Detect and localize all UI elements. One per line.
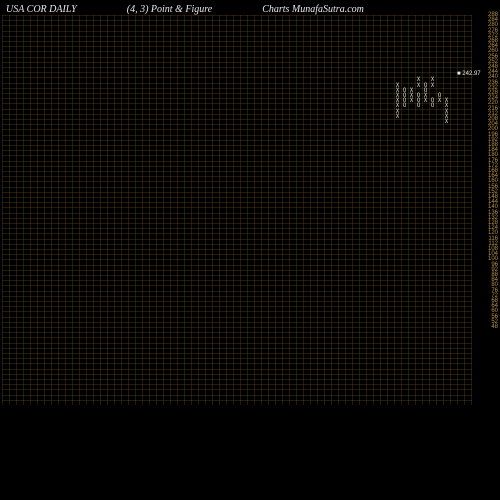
ticker-label: USA COR DAILY [6,4,77,15]
chart-header: USA COR DAILY (4, 3) Point & Figure Char… [6,4,494,15]
pnf-mark: X [436,98,443,103]
pnf-mark: O [429,103,436,108]
pnf-mark: X [422,98,429,103]
chart-type-label: (4, 3) Point & Figure [127,4,212,15]
pnf-data-area: XXXXXXXOOOOXXXXXOOOOOXXXXOOOXXXXXX [2,15,472,405]
pnf-mark: X [415,83,422,88]
source-label: Charts MunafaSutra.com [262,4,364,15]
pnf-mark: X [443,119,450,124]
y-axis: 2882842802762722682642602562522482442402… [472,15,498,405]
pnf-mark: X [394,114,401,119]
pnf-mark: X [429,83,436,88]
pnf-mark: O [415,103,422,108]
pnf-mark: O [401,103,408,108]
y-axis-label: 48 [491,325,498,330]
bottom-empty-band [0,405,500,500]
pnf-mark: X [408,98,415,103]
chart-grid-area: XXXXXXXOOOOXXXXXOOOOOXXXXOOOXXXXXX ■ 242… [2,15,472,405]
